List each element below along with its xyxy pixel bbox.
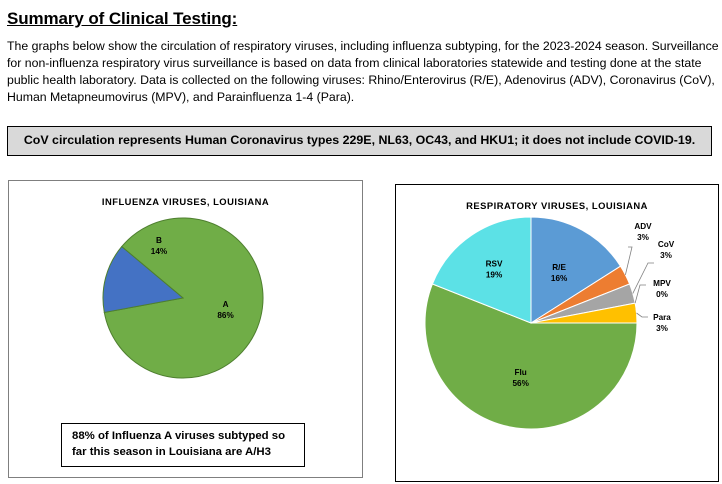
influenza-label-a: A: [223, 300, 229, 309]
influenza-slice-b: [102, 245, 185, 314]
influenza-value-a: 86%: [217, 311, 234, 320]
influenza-chart-title: INFLUENZA VIRUSES, LOUISIANA: [101, 196, 270, 207]
respiratory-leader-mpv: [634, 284, 646, 304]
respiratory-leader-cov: [632, 262, 654, 294]
subtype-callout: 88% of Influenza A viruses subtyped so f…: [61, 423, 305, 467]
respiratory-value-cov: 3%: [660, 251, 673, 260]
respiratory-slice-r-e: [530, 216, 622, 324]
respiratory-label-mpv: MPV: [653, 279, 671, 288]
respiratory-chart-title: RESPIRATORY VIRUSES, LOUISIANA: [466, 200, 648, 211]
influenza-chart-panel: INFLUENZA VIRUSES, LOUISIANA A 86% B 14% 88…: [8, 180, 363, 478]
respiratory-label-para: Para: [653, 313, 671, 322]
cov-note: CoV circulation represents Human Coronav…: [7, 126, 712, 156]
respiratory-value-r-e: 16%: [551, 274, 568, 283]
respiratory-chart-panel: RESPIRATORY VIRUSES, LOUISIANA R/E 16% ADV…: [395, 184, 719, 482]
respiratory-value-adv: 3%: [637, 233, 650, 242]
influenza-label-b: B: [156, 236, 162, 245]
respiratory-value-para: 3%: [656, 324, 669, 333]
respiratory-leader-para: [636, 312, 648, 318]
respiratory-value-rsv: 19%: [486, 271, 503, 280]
respiratory-label-flu: Flu: [515, 368, 527, 377]
influenza-value-b: 14%: [151, 247, 168, 256]
respiratory-label-cov: CoV: [658, 240, 675, 249]
page-title: Summary of Clinical Testing:: [7, 9, 238, 28]
respiratory-slice-flu: [424, 283, 638, 430]
respiratory-value-flu: 56%: [512, 379, 529, 388]
respiratory-slice-rsv: [431, 216, 532, 324]
respiratory-label-rsv: RSV: [486, 260, 503, 269]
respiratory-value-mpv: 0%: [656, 290, 669, 299]
respiratory-leader-adv: [625, 246, 633, 275]
respiratory-label-adv: ADV: [634, 222, 652, 231]
respiratory-label-r-e: R/E: [552, 263, 566, 272]
intro-paragraph: The graphs below show the circulation of…: [7, 39, 719, 104]
respiratory-pie-chart: R/E 16% ADV 3% CoV 3% MPV 0% Para 3% Flu 56% RSV 19%: [424, 216, 675, 430]
influenza-pie-chart: A 86% B 14%: [102, 217, 264, 379]
